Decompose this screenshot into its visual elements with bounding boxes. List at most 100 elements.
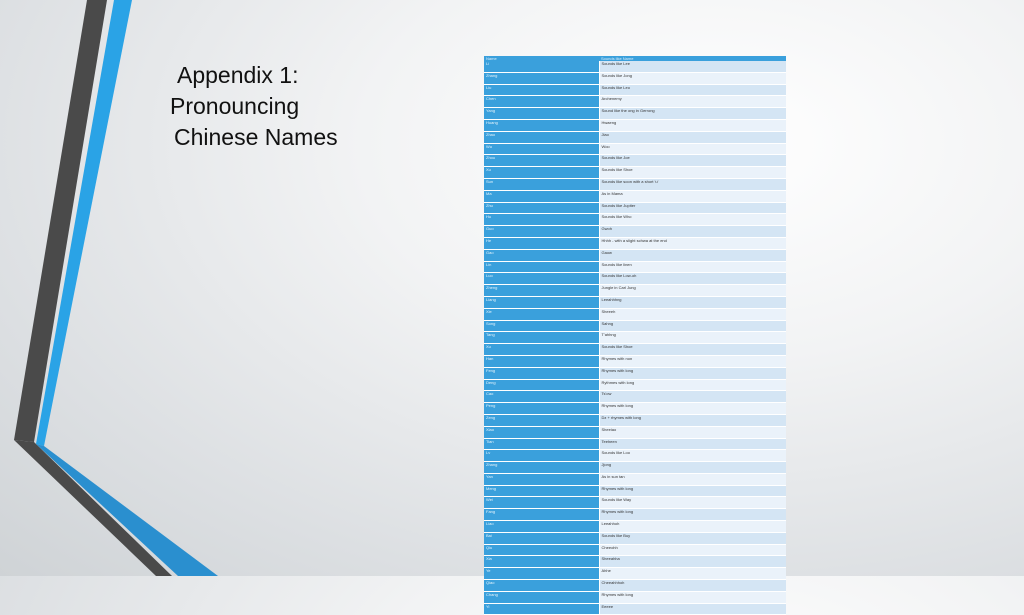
name-cell: He [484, 237, 600, 250]
pronunciation-cell: Cheeahhhoh [599, 579, 786, 592]
stripe-blue-upper [36, 0, 132, 446]
decorative-stripes [14, 0, 218, 576]
name-cell: Gao [484, 249, 600, 262]
pronunciation-cell: Leeahhhng [599, 296, 786, 309]
table-row: Feng Rhymes with long [484, 367, 786, 380]
table-row: Huang Hwaeng [484, 119, 786, 132]
name-cell: Yang [484, 107, 600, 120]
table-row: Lv Sounds like Loo [484, 449, 786, 463]
table-row: Liu Sounds like Leo [484, 84, 786, 97]
pronunciation-cell: Sounds like soon with a short 'u' [599, 178, 786, 191]
pronunciation-cell: Rhymes with long [599, 402, 786, 415]
stripe-dark-lower [14, 440, 172, 576]
name-cell: Chen [484, 95, 600, 109]
name-cell: Lin [484, 261, 600, 274]
name-cell: Tian [484, 438, 600, 451]
table-row: Ma As in Mama [484, 190, 786, 203]
pronunciation-cell: Gaow [599, 249, 786, 262]
name-cell: Xia [484, 555, 600, 569]
table-row: Lin Sounds like linen [484, 261, 786, 274]
table-row: Hu Sounds like Who [484, 213, 786, 227]
pronunciation-cell: Sounds like Jupiter [599, 202, 786, 215]
pronunciation-cell: Rhymes with long [599, 508, 786, 522]
name-cell: Zhao [484, 131, 600, 144]
name-cell: Yi [484, 603, 600, 615]
name-cell: Tang [484, 331, 600, 345]
table-row: Zhu Sounds like Jupiter [484, 202, 786, 215]
name-cell: Xu [484, 343, 600, 356]
name-cell: Yan [484, 473, 600, 486]
table-row: Yang Sound like the ong in Gerrong [484, 107, 786, 120]
pronunciation-cell: Hhhh - with a slight schwa at the end [599, 237, 786, 250]
name-cell: Lv [484, 449, 600, 463]
pronunciation-cell: Ts'ow [599, 390, 786, 404]
name-cell: Sun [484, 178, 600, 191]
table-row: Fang Rhymes with long [484, 508, 786, 522]
pronunciation-cell: Sounds like Shoe [599, 166, 786, 179]
pronunciation-cell: Sheeiao [599, 426, 786, 439]
name-cell: Zhu [484, 202, 600, 215]
table-row: Li Sounds like Lee [484, 61, 786, 73]
pronunciation-cell: Cheeohh [599, 544, 786, 557]
pronunciation-cell: Gwoh [599, 225, 786, 238]
name-cell: Xie [484, 308, 600, 321]
table-row: Bai Sounds like Buy [484, 532, 786, 545]
table-row: Qiu Cheeohh [484, 544, 786, 557]
table-row: Xia Sheeahha [484, 555, 786, 569]
pronunciation-cell: Sahng [599, 320, 786, 333]
name-cell: Cao [484, 390, 600, 404]
pronunciation-cell: Jjong [599, 461, 786, 474]
pronunciation-cell: T'ahhng [599, 331, 786, 345]
title-line-1: Appendix 1: [177, 62, 299, 88]
table-row: Yan As in sun tan [484, 473, 786, 486]
name-cell: Guo [484, 225, 600, 238]
table-row: Xu Sounds like Shoe [484, 343, 786, 356]
name-cell: Peng [484, 402, 600, 415]
table-row: Peng Rhymes with long [484, 402, 786, 415]
table-row: Qiao Cheeahhhoh [484, 579, 786, 592]
table-row: Meng Rhymes with long [484, 485, 786, 498]
name-cell: Zheng [484, 284, 600, 297]
pronunciation-cell: Sheeahha [599, 555, 786, 569]
pronunciation-cell: Sound like the ong in Gerrong [599, 107, 786, 120]
name-cell: Liang [484, 296, 600, 309]
pronunciation-cell: Hwaeng [599, 119, 786, 132]
pronunciation-cell: Teeheen [599, 438, 786, 451]
pronunciation-cell: Sounds like Shoe [599, 343, 786, 356]
name-cell: Bai [484, 532, 600, 545]
name-cell: Fang [484, 508, 600, 522]
name-cell: Huang [484, 119, 600, 132]
table-row: Xie Sheeeh [484, 308, 786, 321]
table-row: Liao Leeahhoh [484, 520, 786, 533]
pronunciation-cell: Woo [599, 143, 786, 156]
table-row: Song Sahng [484, 320, 786, 333]
name-cell: Han [484, 355, 600, 368]
pronunciation-cell: Sounds like Buy [599, 532, 786, 545]
name-cell: Ye [484, 567, 600, 581]
pronunciation-cell: Sheeeh [599, 308, 786, 321]
name-cell: Hu [484, 213, 600, 227]
name-cell: Meng [484, 485, 600, 498]
table-row: Zheng Jungle in Carl Jung [484, 284, 786, 297]
pronunciation-cell: Sounds like Loo [599, 449, 786, 463]
header-name: Name [484, 56, 599, 61]
table-row: Han Rhymes with non [484, 355, 786, 368]
table-row: Zhang Sounds like Jong [484, 72, 786, 85]
table-row: Liang Leeahhhng [484, 296, 786, 309]
name-cell: Xiao [484, 426, 600, 439]
table-row: Tian Teeheen [484, 438, 786, 451]
table-row: Cao Ts'ow [484, 390, 786, 404]
table-row: Xiao Sheeiao [484, 426, 786, 439]
name-cell: Wei [484, 496, 600, 510]
table-row: Tang T'ahhng [484, 331, 786, 345]
pronunciation-cell: Sounds like Way [599, 496, 786, 510]
table-row: Yi Eeeee [484, 603, 786, 615]
pronunciation-cell: Dz + rhymes with long [599, 414, 786, 427]
table-row: Zhang Jjong [484, 461, 786, 474]
name-cell: Zhang [484, 461, 600, 474]
name-cell: Feng [484, 367, 600, 380]
table-row: Guo Gwoh [484, 225, 786, 238]
pronunciation-cell: Rhymes with long [599, 591, 786, 604]
table-row: Wu Woo [484, 143, 786, 156]
pronunciation-cell: Sounds like Joe [599, 154, 786, 168]
